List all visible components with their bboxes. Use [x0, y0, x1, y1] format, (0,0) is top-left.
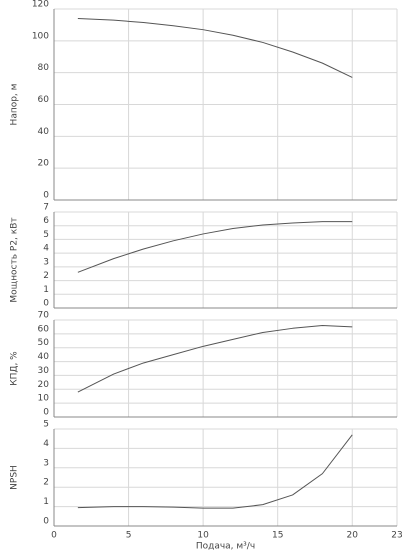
- curve: [77, 434, 353, 509]
- x-tick-label: 0: [51, 531, 57, 541]
- y-tick-label: 5: [43, 230, 49, 240]
- y-axis-label: КПД, %: [10, 351, 20, 386]
- x-tick-label: 5: [126, 531, 132, 541]
- x-axis-label: Подача, м³/ч: [196, 542, 255, 552]
- y-axis-label: Мощность P2, кВт: [10, 217, 20, 302]
- y-tick-label: 7: [43, 203, 49, 213]
- y-tick-label: 2: [43, 478, 49, 488]
- y-tick-label: 0: [43, 299, 49, 309]
- curve: [77, 325, 353, 393]
- y-tick-label: 0: [43, 408, 49, 418]
- y-tick-label: 5: [43, 420, 49, 430]
- y-tick-label: 3: [43, 257, 49, 267]
- y-tick-label: 100: [32, 31, 49, 41]
- curve: [77, 18, 353, 78]
- y-tick-label: 20: [38, 159, 50, 169]
- y-tick-label: 120: [32, 0, 49, 10]
- y-tick-label: 30: [38, 366, 50, 376]
- y-tick-label: 0: [43, 517, 49, 527]
- y-tick-label: 1: [43, 497, 49, 507]
- y-tick-label: 20: [38, 380, 50, 390]
- x-tick-label: 10: [197, 531, 209, 541]
- y-axis-label: Напор, м: [10, 84, 20, 126]
- y-tick-label: 60: [38, 95, 50, 105]
- y-tick-label: 40: [38, 352, 50, 362]
- y-tick-label: 4: [43, 439, 49, 449]
- y-tick-label: 60: [38, 324, 50, 334]
- y-axis-label: NPSH: [10, 465, 20, 490]
- curve: [77, 221, 353, 273]
- y-tick-label: 0: [43, 191, 49, 201]
- y-tick-label: 4: [43, 244, 49, 254]
- x-tick-label: 15: [272, 531, 283, 541]
- y-tick-label: 6: [43, 216, 49, 226]
- y-tick-label: 3: [43, 458, 49, 468]
- y-tick-label: 1: [43, 285, 49, 295]
- y-tick-label: 50: [38, 338, 50, 348]
- x-tick-label: 20: [347, 531, 359, 541]
- y-tick-label: 80: [38, 63, 50, 73]
- x-tick-label: 23: [391, 531, 402, 541]
- y-tick-label: 2: [43, 271, 49, 281]
- y-tick-label: 70: [38, 311, 50, 321]
- y-tick-label: 40: [38, 127, 50, 137]
- y-tick-label: 10: [38, 394, 50, 404]
